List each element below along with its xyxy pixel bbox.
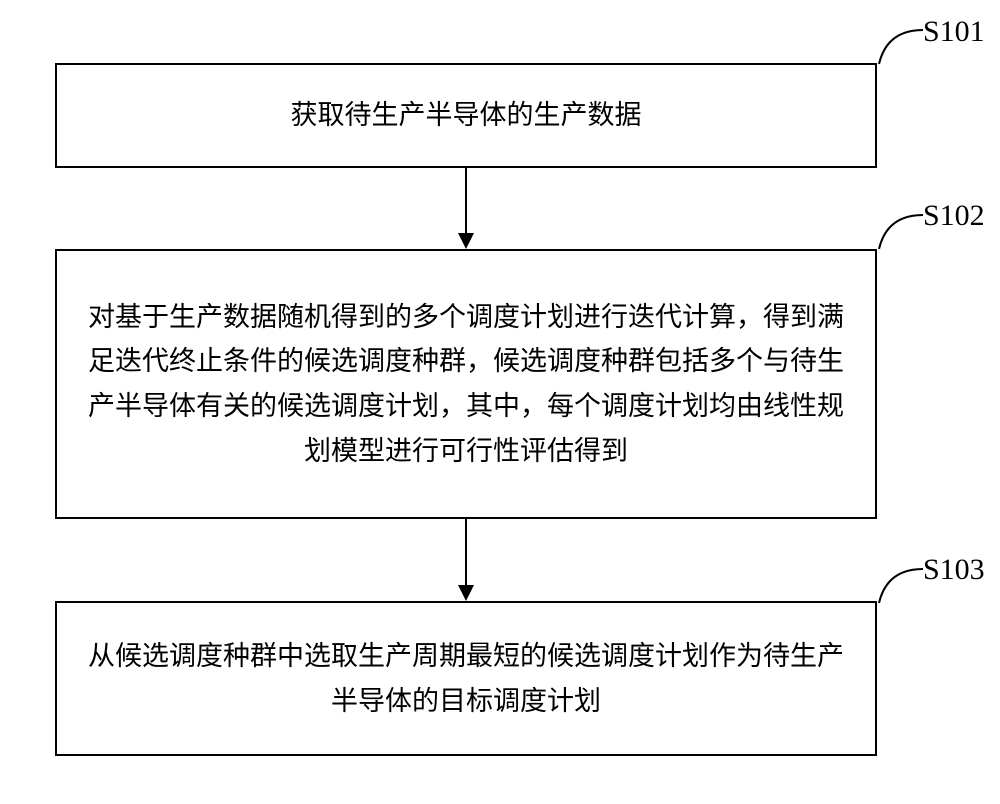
step-label-2: S102 <box>923 199 985 233</box>
box-2-text: 对基于生产数据随机得到的多个调度计划进行迭代计算，得到满足迭代终止条件的候选调度… <box>77 295 855 473</box>
step-label-3: S103 <box>923 553 985 587</box>
arrow-1-2-head <box>458 233 474 249</box>
arrow-2-3-head <box>458 585 474 601</box>
flowchart-container: 获取待生产半导体的生产数据 S101 对基于生产数据随机得到的多个调度计划进行迭… <box>0 0 1000 804</box>
flowchart-box-1: 获取待生产半导体的生产数据 <box>55 63 877 168</box>
arrow-1-2-line <box>465 168 467 234</box>
label-connector-2 <box>875 211 930 253</box>
label-connector-3 <box>875 565 930 607</box>
flowchart-box-3: 从候选调度种群中选取生产周期最短的候选调度计划作为待生产半导体的目标调度计划 <box>55 601 877 756</box>
arrow-2-3-line <box>465 519 467 585</box>
label-connector-1 <box>875 26 930 68</box>
box-3-text: 从候选调度种群中选取生产周期最短的候选调度计划作为待生产半导体的目标调度计划 <box>77 634 855 723</box>
flowchart-box-2: 对基于生产数据随机得到的多个调度计划进行迭代计算，得到满足迭代终止条件的候选调度… <box>55 249 877 519</box>
box-1-text: 获取待生产半导体的生产数据 <box>291 93 642 138</box>
step-label-1: S101 <box>923 15 985 49</box>
